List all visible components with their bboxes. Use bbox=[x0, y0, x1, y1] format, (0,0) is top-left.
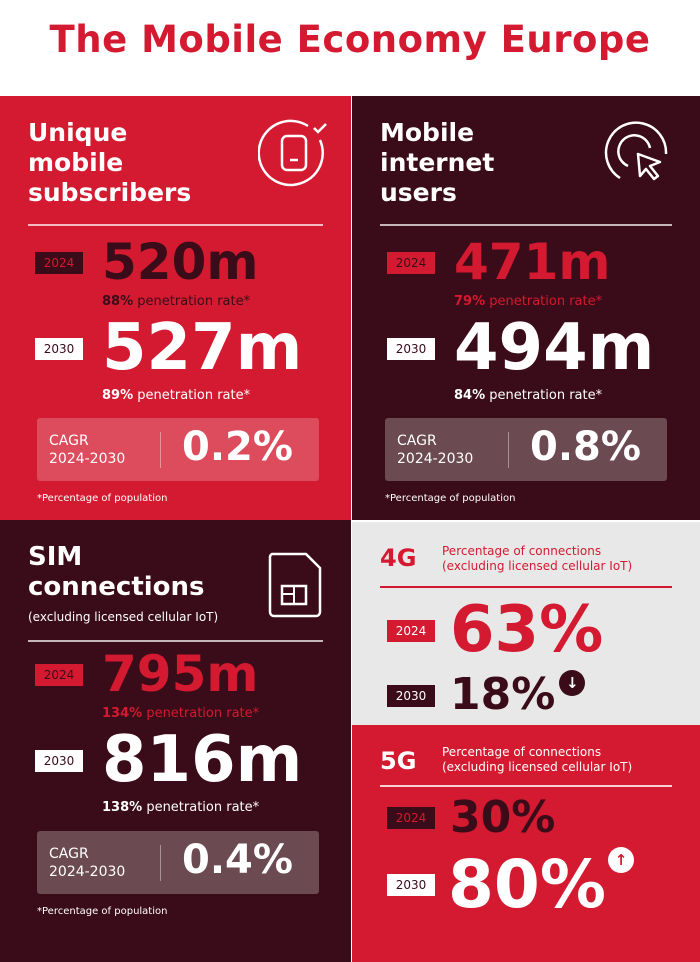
year-badge: 2030 bbox=[387, 338, 435, 360]
sim-connections-panel: SIM connections (excluding licensed cellu… bbox=[0, 520, 351, 962]
arrow-up-icon: ↑ bbox=[607, 847, 634, 873]
panel-subheading: (excluding licensed cellular IoT) bbox=[28, 610, 219, 624]
panel-subheading: Percentage of connections (excluding lice… bbox=[442, 745, 633, 774]
value-2024: 471m bbox=[454, 233, 611, 291]
value-2030: 18% ↓ bbox=[450, 669, 586, 721]
divider bbox=[380, 586, 672, 588]
penetration-2030: 89% penetration rate* bbox=[102, 388, 251, 403]
penetration-2030: 138% penetration rate* bbox=[102, 800, 260, 815]
panel-subheading: Percentage of connections (excluding lice… bbox=[442, 544, 633, 573]
page-title: The Mobile Economy Europe bbox=[49, 18, 651, 61]
penetration-2030: 84% penetration rate* bbox=[454, 388, 603, 403]
year-badge: 2024 bbox=[387, 620, 435, 642]
footnote: *Percentage of population bbox=[37, 906, 168, 917]
4g-panel: 4G Percentage of connections (excluding l… bbox=[352, 522, 700, 725]
divider bbox=[28, 640, 323, 642]
phone-check-icon bbox=[258, 119, 327, 187]
mobile-internet-panel: Mobile internet users 2024 471m 79% penetr… bbox=[352, 96, 700, 520]
value-2024: 63% bbox=[450, 593, 604, 667]
panel-heading: 5G bbox=[380, 747, 417, 775]
sim-card-icon bbox=[268, 552, 322, 618]
year-badge: 2024 bbox=[387, 252, 435, 274]
divider bbox=[28, 224, 323, 226]
panel-heading: 4G bbox=[380, 544, 417, 572]
5g-panel: 5G Percentage of connections (excluding l… bbox=[352, 725, 700, 962]
divider bbox=[380, 785, 672, 787]
year-badge: 2024 bbox=[387, 807, 435, 829]
divider bbox=[380, 224, 672, 226]
footnote: *Percentage of population bbox=[37, 493, 168, 504]
cursor-click-icon bbox=[604, 121, 668, 181]
value-2024: 30% bbox=[450, 792, 556, 843]
penetration-2024: 134% penetration rate* bbox=[102, 706, 260, 721]
penetration-2024: 79% penetration rate* bbox=[454, 294, 603, 309]
value-2030: 494m bbox=[454, 311, 655, 385]
year-badge: 2030 bbox=[35, 750, 83, 772]
year-badge: 2030 bbox=[35, 338, 83, 360]
penetration-2024: 88% penetration rate* bbox=[102, 294, 251, 309]
year-badge: 2024 bbox=[35, 664, 83, 686]
cagr-box: CAGR 2024-2030 0.8% bbox=[385, 418, 667, 481]
panel-heading: Mobile internet users bbox=[380, 118, 495, 207]
arrow-down-icon: ↓ bbox=[559, 670, 586, 696]
cagr-box: CAGR 2024-2030 0.4% bbox=[37, 831, 319, 894]
value-2030: 816m bbox=[102, 723, 303, 797]
year-badge: 2030 bbox=[387, 685, 435, 707]
value-2024: 520m bbox=[102, 233, 259, 291]
panel-heading: SIM connections bbox=[28, 542, 205, 602]
value-2030: 527m bbox=[102, 311, 303, 385]
cagr-box: CAGR 2024-2030 0.2% bbox=[37, 418, 319, 481]
footnote: *Percentage of population bbox=[385, 493, 516, 504]
value-2024: 795m bbox=[102, 645, 259, 703]
year-badge: 2030 bbox=[387, 874, 435, 896]
value-2030: 80% ↑ bbox=[448, 847, 634, 923]
panel-heading: Unique mobile subscribers bbox=[28, 118, 192, 207]
year-badge: 2024 bbox=[35, 252, 83, 274]
unique-subscribers-panel: Unique mobile subscribers 2024 520m 88% pe… bbox=[0, 96, 351, 520]
